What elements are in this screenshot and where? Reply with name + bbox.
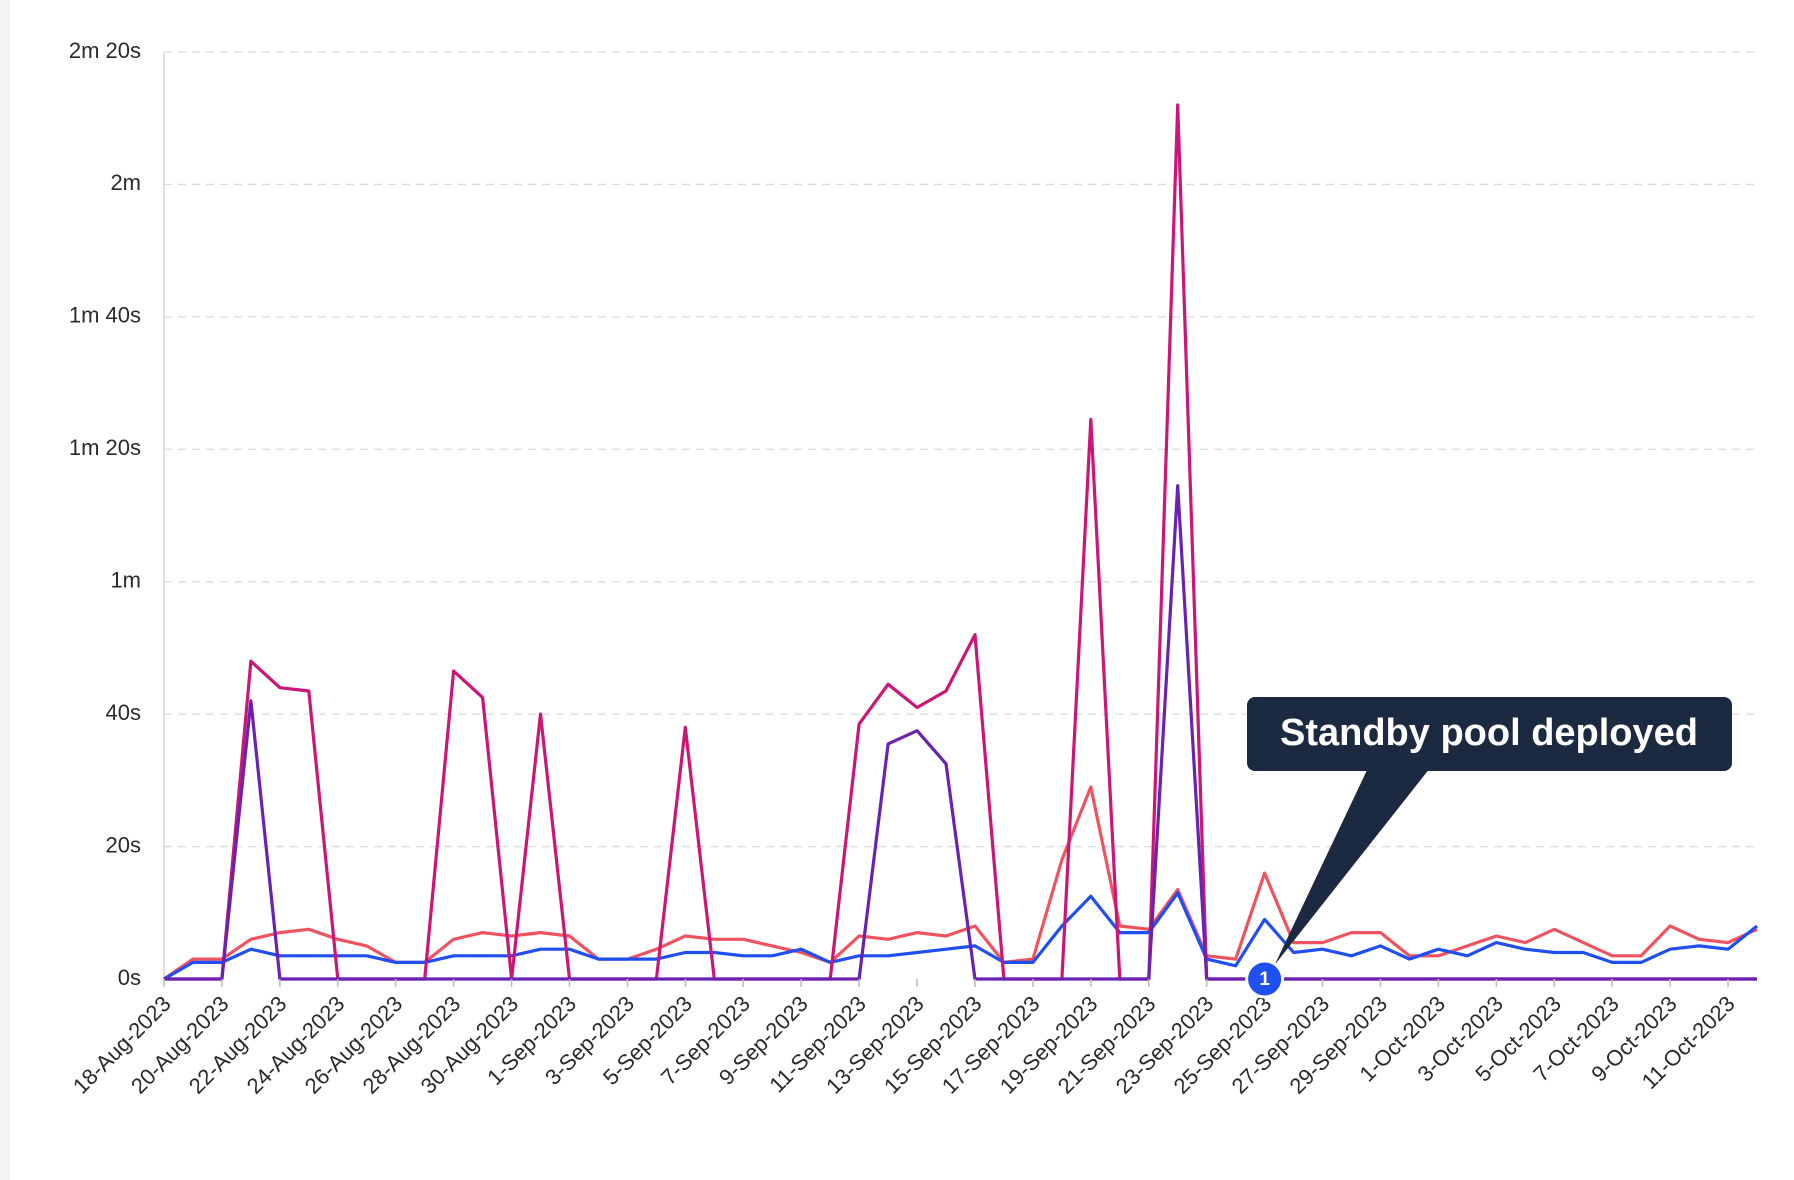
y-tick-label: 0s xyxy=(118,965,141,990)
y-tick-label: 40s xyxy=(106,700,141,725)
y-tick-label: 1m xyxy=(110,568,141,593)
left-edge xyxy=(0,0,10,1180)
y-tick-label: 20s xyxy=(106,832,141,857)
annotation-badge xyxy=(1245,959,1285,999)
lines xyxy=(163,103,1758,981)
y-tick-label: 2m xyxy=(110,170,141,195)
callout-pointer xyxy=(1274,768,1430,965)
series-line xyxy=(163,785,1758,981)
series-line xyxy=(164,484,1757,981)
callout-text: Standby pool deployed xyxy=(1280,712,1698,754)
series-line xyxy=(164,103,1757,981)
callout-box xyxy=(1247,697,1732,771)
badge-label: 1 xyxy=(1259,969,1270,990)
y-tick-label: 1m 20s xyxy=(69,435,141,460)
series-line xyxy=(163,891,1758,981)
y-tick-label: 2m 20s xyxy=(69,38,141,63)
annotation: Standby pool deployed 1 xyxy=(1245,697,1732,999)
y-tick-label: 1m 40s xyxy=(69,303,141,328)
